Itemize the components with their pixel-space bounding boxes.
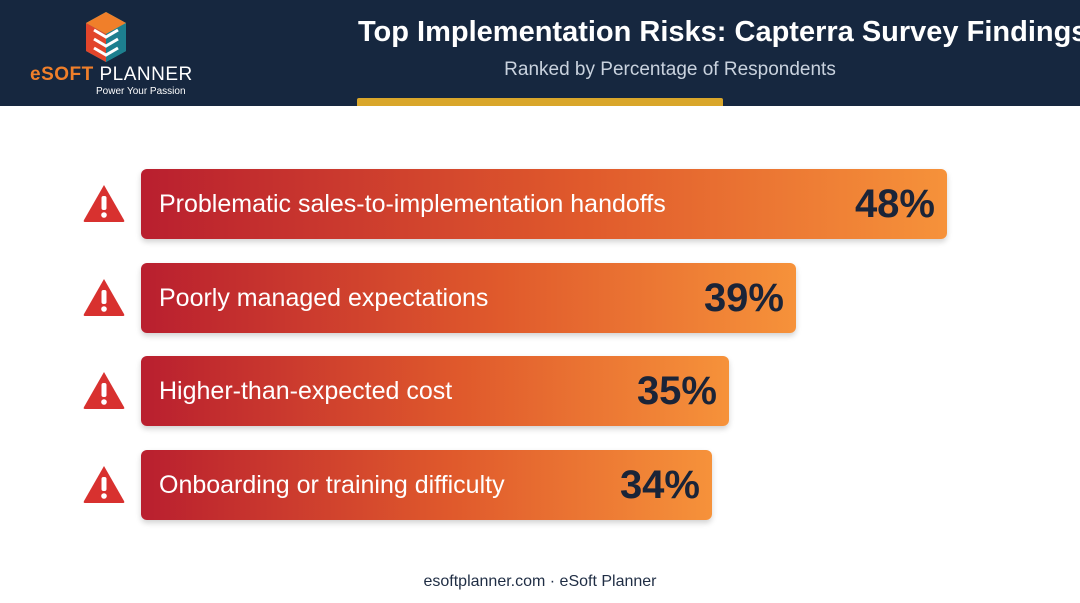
bar-row: Higher-than-expected cost 35% [0,356,1080,426]
risk-bar-chart: Problematic sales-to-implementation hand… [0,150,1080,540]
bar: Poorly managed expectations 39% [141,263,796,333]
warning-icon [83,279,125,316]
bar-row: Problematic sales-to-implementation hand… [0,169,1080,239]
bar-label: Poorly managed expectations [159,284,489,312]
bar-value-label: 34% [619,463,700,507]
logo-name-suffix: PLANNER [93,64,193,85]
bar: Onboarding or training difficulty 34% [141,450,712,520]
warning-icon [83,372,125,409]
warning-icon [83,185,125,222]
bar-row: Onboarding or training difficulty 34% [0,450,1080,520]
logo-tagline: Power Your Passion [96,86,186,97]
bar-label: Problematic sales-to-implementation hand… [159,190,666,218]
page-title: Top Implementation Risks: Capterra Surve… [358,16,1080,48]
header-accent-bar [357,98,723,106]
esoft-logo-icon [86,12,126,62]
bar-row: Poorly managed expectations 39% [0,263,1080,333]
bar-value-label: 48% [854,182,935,226]
logo: eSOFT PLANNER Power Your Passion [30,8,193,98]
logo-name: eSOFT PLANNER [30,64,193,86]
bar-label: Onboarding or training difficulty [159,471,505,499]
bar: Problematic sales-to-implementation hand… [141,169,947,239]
page-subtitle: Ranked by Percentage of Respondents [504,59,836,80]
warning-icon [83,466,125,503]
bar: Higher-than-expected cost 35% [141,356,729,426]
logo-name-prefix: eSOFT [30,64,94,85]
footer-credit: esoftplanner.com · eSoft Planner [423,573,657,590]
bar-value-label: 39% [703,276,784,320]
bar-label: Higher-than-expected cost [159,377,453,405]
bar-value-label: 35% [636,369,717,413]
header: eSOFT PLANNER Power Your Passion Top Imp… [0,0,1080,106]
